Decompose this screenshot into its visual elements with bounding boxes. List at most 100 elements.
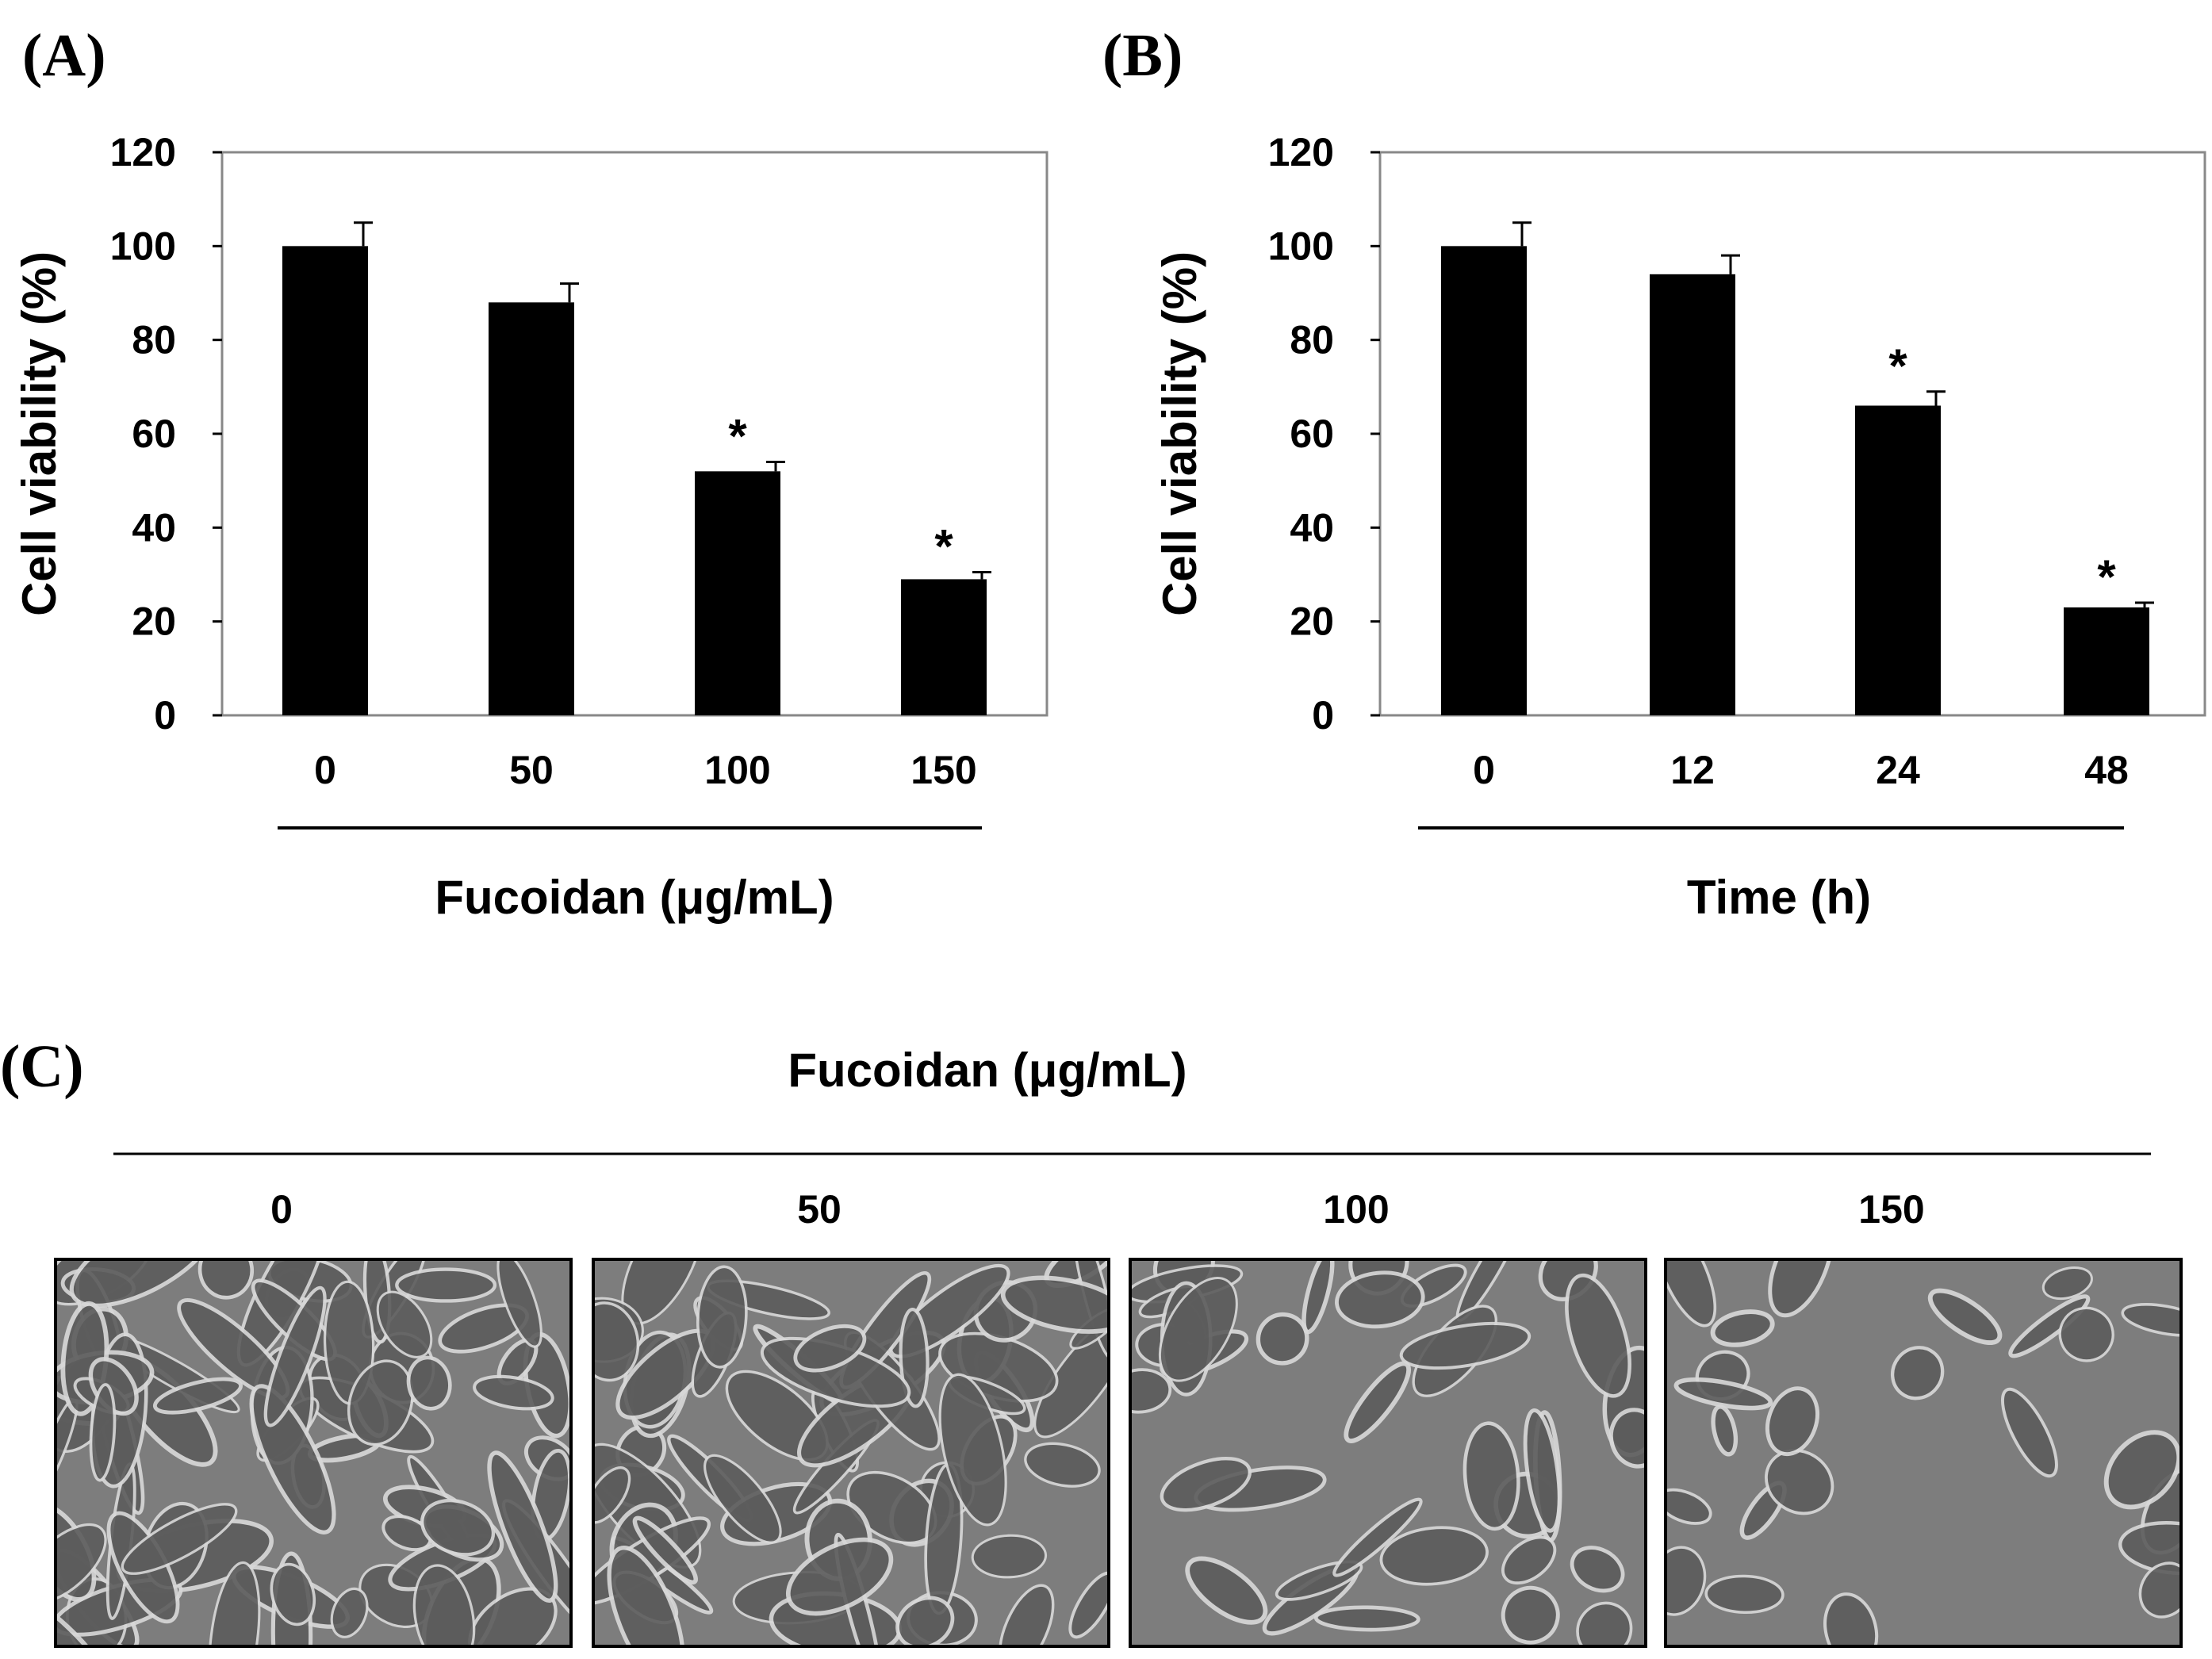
micrograph-2-cell-24 xyxy=(1130,1368,1172,1414)
micrograph-2-cell-34 xyxy=(1335,1270,1425,1329)
micrograph-3-cell-8 xyxy=(1704,1574,1785,1615)
micrograph-0-cell-71 xyxy=(487,1450,558,1603)
micrograph-label-2: 100 xyxy=(1323,1187,1389,1232)
micrograph-3-cell-6 xyxy=(1666,1546,1707,1616)
chart-a-bar-0 xyxy=(282,246,368,715)
micrograph-3-cell-20 xyxy=(1890,1346,1945,1400)
micrograph-panel: Fucoidan (μg/mL) 0 50 100 150 xyxy=(54,1044,2183,1648)
micrograph-border-0 xyxy=(54,1258,573,1648)
micrograph-3-cell-13 xyxy=(1710,1309,1775,1347)
micrograph-3-cell-1 xyxy=(1666,1488,1712,1525)
panel-letter-a: (A) xyxy=(22,22,106,89)
micrograph-title: Fucoidan (μg/mL) xyxy=(788,1044,1187,1097)
panel-letter-c: (C) xyxy=(0,1033,84,1100)
micrograph-2-cell-28 xyxy=(1399,1321,1532,1370)
micrograph-border-3 xyxy=(1664,1258,2183,1648)
micrograph-0-cell-44 xyxy=(152,1377,243,1415)
micrograph-2-cell-16 xyxy=(1608,1408,1646,1469)
chart-a-ytick-label-2: 40 xyxy=(132,505,176,550)
chart-a-bar-1 xyxy=(489,302,574,715)
micrograph-2-cell-35 xyxy=(1332,1497,1423,1577)
micrograph-1-cell-44 xyxy=(703,1454,782,1544)
micrograph-2-cell-20 xyxy=(1565,1273,1631,1398)
chart-a-ylabel: Cell viability (%) xyxy=(13,251,66,616)
chart-a-ytick-label-1: 20 xyxy=(132,600,176,644)
chart-b-bar-2 xyxy=(1855,405,1941,715)
micrograph-0-cell-49 xyxy=(412,1564,476,1646)
micrograph-0-cell-59 xyxy=(381,1515,432,1552)
micrograph-label-3: 150 xyxy=(1858,1187,1924,1232)
micrograph-0-cell-57 xyxy=(330,1587,369,1638)
micrograph-0-cell-74 xyxy=(56,1591,107,1646)
chart-a-ytick-label-0: 0 xyxy=(154,693,176,738)
chart-a-xtick-label-0: 0 xyxy=(314,748,336,792)
micrograph-image-1 xyxy=(593,1259,1109,1646)
micrograph-0-cell-39 xyxy=(496,1259,542,1348)
chart-b-ytick-label-3: 60 xyxy=(1290,412,1334,456)
micrograph-3-cell-10 xyxy=(1765,1386,1819,1457)
micrograph-0-cell-73 xyxy=(89,1383,117,1482)
chart-a-ytick-label-3: 60 xyxy=(132,412,176,456)
micrograph-3-cell-23 xyxy=(1711,1404,1739,1457)
chart-a-bar-2 xyxy=(695,471,780,715)
chart-b-bars: ** xyxy=(1441,221,2154,715)
chart-b-ytick-label-4: 80 xyxy=(1290,318,1334,362)
chart-a-xlabel: Fucoidan (μg/mL) xyxy=(435,871,834,924)
micrograph-1-cell-57 xyxy=(607,1545,685,1646)
micrograph-1-cell-17 xyxy=(1024,1442,1101,1488)
micrograph-1-cell-6 xyxy=(1068,1571,1109,1639)
chart-a-ytick-label-5: 100 xyxy=(110,224,176,268)
micrograph-1-cell-61 xyxy=(971,1534,1048,1579)
micrograph-2-cell-33 xyxy=(1344,1361,1412,1443)
micrograph-2-cell-27 xyxy=(1379,1526,1489,1586)
chart-a-y-ticks: 0 20 40 60 80 100 120 xyxy=(110,130,222,738)
micrograph-1-cell-16 xyxy=(998,1584,1055,1646)
micrograph-3-cell-18 xyxy=(1927,1288,2003,1345)
chart-b-significance-3: * xyxy=(2097,550,2116,603)
chart-b-ytick-label-5: 100 xyxy=(1268,224,1334,268)
micrograph-3-cell-19 xyxy=(2001,1387,2058,1478)
micrograph-2-cell-37 xyxy=(1501,1585,1560,1645)
micrograph-border-2 xyxy=(1129,1258,1647,1648)
micrograph-1-cell-47 xyxy=(593,1301,640,1382)
micrograph-2-cell-14 xyxy=(1256,1312,1309,1366)
chart-b-bar-0 xyxy=(1441,246,1527,715)
chart-a-xtick-label-3: 150 xyxy=(910,748,976,792)
micrograph-1-cell-53 xyxy=(696,1265,748,1369)
micrograph-1-cell-56 xyxy=(938,1373,1007,1527)
chart-b-ylabel: Cell viability (%) xyxy=(1153,251,1206,616)
micrograph-2-cell-0 xyxy=(1313,1605,1420,1632)
chart-b-xlabel: Time (h) xyxy=(1687,871,1871,924)
chart-a-x-ticks: 0 50 100 150 xyxy=(314,748,977,792)
micrograph-border-1 xyxy=(592,1258,1110,1648)
chart-b-ytick-label-1: 20 xyxy=(1290,600,1334,644)
micrograph-2-cell-36 xyxy=(1523,1408,1562,1533)
micrograph-1-cell-55 xyxy=(593,1466,631,1524)
micrograph-images xyxy=(54,1258,2183,1648)
chart-a-xtick-label-1: 50 xyxy=(509,748,554,792)
chart-b-ytick-label-6: 120 xyxy=(1268,130,1334,174)
chart-a-bars: ** xyxy=(282,221,991,715)
chart-b-xtick-label-2: 24 xyxy=(1876,748,1920,792)
micrograph-3-cell-21 xyxy=(1768,1259,1834,1318)
micrograph-label-0: 0 xyxy=(270,1187,293,1232)
chart-b-bar-1 xyxy=(1650,274,1735,715)
micrograph-0-cell-66 xyxy=(420,1498,496,1557)
chart-b-significance-2: * xyxy=(1888,339,1907,393)
micrograph-2-cell-32 xyxy=(1158,1276,1238,1382)
micrograph-image-3 xyxy=(1666,1259,2181,1646)
chart-a-ytick-label-6: 120 xyxy=(110,130,176,174)
micrograph-3-cell-17 xyxy=(2041,1266,2093,1301)
panel-letter-b: (B) xyxy=(1102,22,1183,89)
chart-a-significance-3: * xyxy=(934,520,953,573)
micrograph-0-cell-67 xyxy=(395,1267,497,1303)
micrograph-image-0 xyxy=(56,1259,571,1646)
micrograph-2-cell-10 xyxy=(1160,1457,1252,1512)
chart-a-bar-3 xyxy=(901,579,987,715)
micrograph-0-cell-58 xyxy=(347,1359,414,1446)
micrograph-0-cell-64 xyxy=(263,1285,327,1427)
micrograph-0-cell-51 xyxy=(208,1561,261,1646)
micrograph-3-cell-15 xyxy=(2058,1306,2114,1362)
micrograph-label-1: 50 xyxy=(797,1187,841,1232)
